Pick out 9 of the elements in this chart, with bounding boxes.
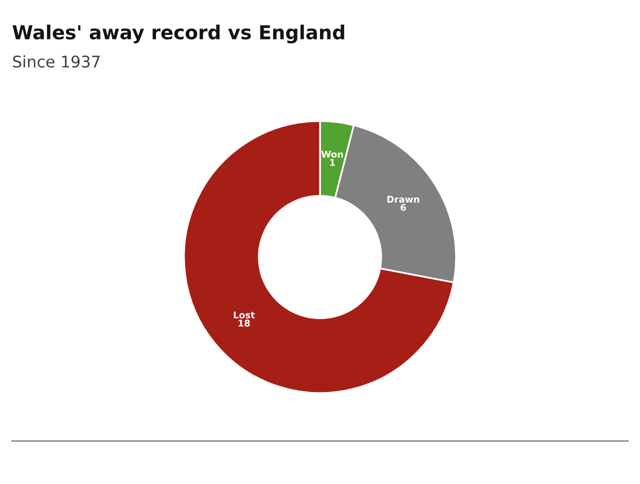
data-label: 1	[330, 159, 335, 166]
text: Since 1937	[13, 55, 100, 68]
data-label: 6	[400, 204, 406, 211]
slice-label: Drawn	[387, 196, 420, 203]
donut-slice	[183, 120, 454, 394]
data-label: 18	[238, 320, 250, 327]
slice-label: Won	[321, 150, 343, 158]
slice-label: Lost	[234, 312, 255, 318]
chart-title: Wales' away record vs England	[12, 24, 344, 44]
